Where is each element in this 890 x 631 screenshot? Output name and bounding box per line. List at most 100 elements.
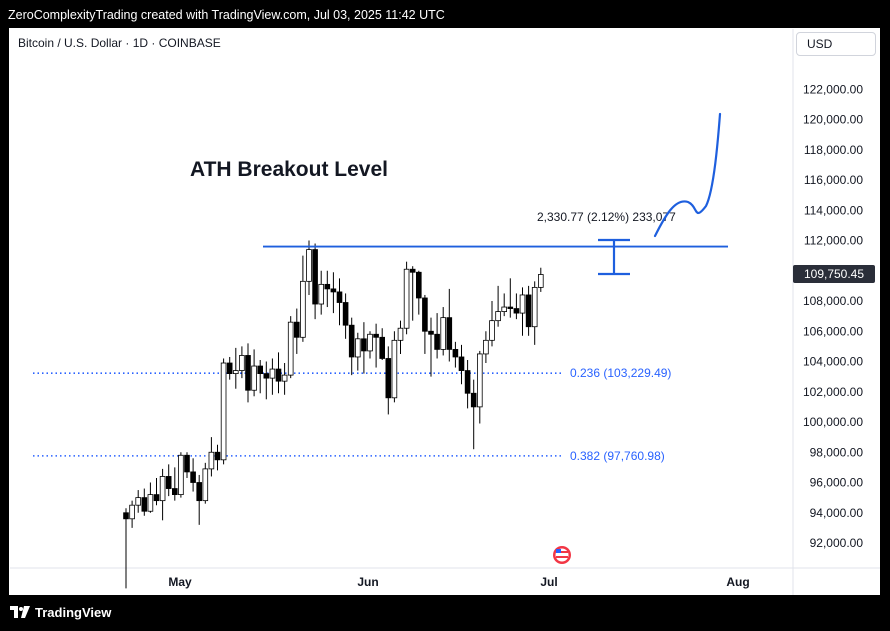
candle-body-down <box>464 370 471 394</box>
candle-body-up <box>531 286 538 328</box>
candle-body-up <box>281 374 288 382</box>
candle-body-down <box>415 271 422 299</box>
price-tick-label: 106,000.00 <box>803 324 863 338</box>
projection-path <box>653 112 722 238</box>
candle-body-down <box>409 268 416 273</box>
candle-body-up <box>269 368 276 379</box>
candle-body-up <box>440 317 446 350</box>
drawing-overlays: 2,330.77 (2.12%) 233,077 ATH Breakout Lev… <box>190 112 728 564</box>
candle-body-down <box>312 249 318 305</box>
candle-body-down <box>379 336 385 359</box>
candle-body-down <box>214 451 221 461</box>
candle-body-up <box>519 294 526 314</box>
candle-body-down <box>513 308 520 314</box>
price-tick-label: 122,000.00 <box>803 82 863 96</box>
time-tick-label: Aug <box>726 575 749 589</box>
flag-stripe <box>556 551 568 553</box>
flag-stripe <box>556 556 568 558</box>
candle-body-up <box>202 468 209 502</box>
candle-body-up <box>287 321 294 376</box>
candle-body-down <box>336 291 343 303</box>
price-tick-label: 94,000.00 <box>810 506 864 520</box>
candle-body-up <box>489 320 495 341</box>
candle-body-down <box>257 365 263 375</box>
price-tick-label: 92,000.00 <box>810 536 864 550</box>
candle-body-down <box>226 362 233 375</box>
candle-body-up <box>135 497 142 506</box>
price-tick-label: 114,000.00 <box>804 203 863 217</box>
candle-body-down <box>428 330 434 335</box>
candle-body-up <box>239 355 245 371</box>
symbol-description: Bitcoin / U.S. Dollar · 1D · COINBASE <box>18 36 221 50</box>
candle-body-down <box>361 338 367 352</box>
candle-body-down <box>434 333 440 350</box>
last-price-label: 109,750.45 <box>793 265 875 283</box>
candle-body-down <box>324 283 331 290</box>
candle-body-up <box>367 333 373 352</box>
time-tick-label: Jun <box>357 575 378 589</box>
candle-body-down <box>525 294 532 328</box>
export-caption-bar: ZeroComplexityTrading created with Tradi… <box>0 0 890 28</box>
fib-level-label: 0.236 (103,229.49) <box>570 366 671 380</box>
candle-body-down <box>190 471 196 483</box>
candle-body-up <box>476 353 483 408</box>
candle-body-down <box>452 348 459 358</box>
price-tick-label: 120,000.00 <box>803 113 863 127</box>
candle-body-up <box>232 370 239 375</box>
candle-body-down <box>245 355 251 391</box>
candle-body-down <box>196 482 203 502</box>
fib-level-label: 0.382 (97,760.98) <box>570 449 665 463</box>
candle-body-down <box>171 488 178 495</box>
tradingview-logo[interactable]: TradingView <box>10 605 111 620</box>
candlestick-series <box>123 240 544 589</box>
candle-body-down <box>422 297 428 332</box>
candle-body-up <box>251 365 257 391</box>
candle-body-up <box>178 454 184 495</box>
candle-body-down <box>330 288 337 293</box>
price-tick-label: 118,000.00 <box>804 143 863 157</box>
measure-label: 2,330.77 (2.12%) 233,077 <box>537 210 676 224</box>
price-tick-label: 112,000.00 <box>804 234 863 248</box>
candle-body-up <box>318 283 324 305</box>
candle-body-up <box>300 280 306 338</box>
price-tick-label: 96,000.00 <box>810 476 864 490</box>
footer-bar: TradingView <box>0 596 890 631</box>
candle-body-up <box>391 339 398 399</box>
candle-body-up <box>208 451 215 470</box>
candle-body-up <box>220 362 227 461</box>
candle-body-up <box>129 504 135 520</box>
export-caption: ZeroComplexityTrading created with Tradi… <box>8 8 445 22</box>
headline-annotation: ATH Breakout Level <box>190 158 388 181</box>
candle-body-up <box>147 494 154 512</box>
time-tick-label: May <box>168 575 192 589</box>
price-tick-label: 100,000.00 <box>803 415 863 429</box>
candle-body-up <box>403 268 410 329</box>
candle-body-up <box>397 327 404 341</box>
candle-body-down <box>153 494 160 502</box>
candle-body-down <box>123 512 129 520</box>
candle-body-up <box>538 274 544 288</box>
price-tick-label: 98,000.00 <box>810 445 864 459</box>
candle-body-up <box>501 306 507 312</box>
tradingview-logo-text: TradingView <box>35 605 112 620</box>
currency-button[interactable]: USD <box>796 32 876 56</box>
candle-body-up <box>483 339 489 355</box>
candle-body-down <box>507 306 514 309</box>
candle-body-down <box>165 476 172 489</box>
time-axis: May Jun Jul Aug <box>168 575 749 589</box>
candle-body-down <box>275 368 282 382</box>
chart-grid <box>10 29 880 595</box>
candle-body-down <box>348 324 355 358</box>
candle-body-down <box>263 373 270 379</box>
candle-body-down <box>184 454 190 473</box>
candle-body-down <box>446 317 453 350</box>
candle-body-down <box>373 333 379 338</box>
candle-body-up <box>306 249 312 282</box>
candle-body-down <box>385 358 392 399</box>
candle-body-up <box>354 338 361 358</box>
price-axis: 92,000.00 94,000.00 96,000.00 98,000.00 100,… <box>803 82 863 550</box>
tradingview-logo-icon <box>10 605 30 620</box>
us-events-flag-icon[interactable] <box>553 546 571 564</box>
price-tick-label: 102,000.00 <box>803 385 863 399</box>
